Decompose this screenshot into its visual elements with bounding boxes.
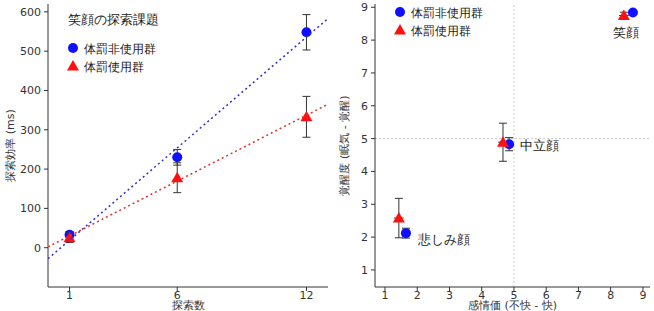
chart: 16120100200300400500600探索数探索効率 (ms)笑顔の探索… xyxy=(4,4,328,311)
y-tick xyxy=(371,40,375,41)
error-cap xyxy=(173,192,181,193)
y-tick-label: 500 xyxy=(20,45,41,58)
y-tick-label: 200 xyxy=(20,163,41,176)
y-tick-label: 600 xyxy=(20,6,41,19)
y-axis-title: 探索効率 (ms) xyxy=(4,109,17,182)
y-tick xyxy=(44,129,48,130)
y-tick xyxy=(371,237,375,238)
legend: 体罰非使用群体罰使用群 xyxy=(394,6,483,38)
x-tick-label: 7 xyxy=(575,289,582,302)
legend-label: 体罰非使用群 xyxy=(84,42,156,56)
point-label: 笑顔 xyxy=(613,25,639,40)
y-tick xyxy=(44,208,48,209)
y-tick xyxy=(44,11,48,12)
y-axis-line xyxy=(375,4,376,287)
data-point xyxy=(64,232,76,243)
plot-area xyxy=(48,15,328,259)
y-error-bar xyxy=(173,149,181,165)
y-tick-label: 7 xyxy=(361,67,368,80)
error-cap xyxy=(302,137,310,138)
y-tick xyxy=(44,169,48,170)
y-tick xyxy=(371,171,375,172)
y-tick xyxy=(371,269,375,270)
x-axis-title: 探索数 xyxy=(172,299,205,311)
legend-marker xyxy=(395,7,405,17)
legend: 体罰非使用群体罰使用群 xyxy=(67,42,156,74)
chart: 123456789123456789感情価 (不快 - 快)覚醒度 (眠気 - … xyxy=(338,1,650,311)
y-tick-label: 300 xyxy=(20,124,41,137)
legend-label: 体罰非使用群 xyxy=(411,6,483,20)
x-tick-label: 1 xyxy=(381,289,388,302)
x-axis-title: 感情価 (不快 - 快) xyxy=(468,299,557,311)
x-tick-label: 2 xyxy=(414,289,421,302)
y-tick xyxy=(44,247,48,248)
error-cap xyxy=(302,96,310,97)
error-cap xyxy=(173,162,181,163)
error-cap xyxy=(505,137,513,138)
legend-marker xyxy=(394,24,406,35)
data-point xyxy=(172,152,182,162)
legend-label: 体罰使用群 xyxy=(84,60,144,74)
y-tick xyxy=(371,7,375,8)
x-tick-label: 1 xyxy=(66,289,73,302)
y-tick-label: 6 xyxy=(361,100,368,113)
data-point xyxy=(628,8,638,18)
plot-area xyxy=(393,8,638,239)
y-tick-label: 9 xyxy=(361,1,368,14)
y-tick-label: 1 xyxy=(361,264,368,277)
point-label: 悲しみ顔 xyxy=(417,232,470,247)
error-cap xyxy=(395,237,403,238)
error-cap xyxy=(302,49,310,50)
x-axis-line xyxy=(375,287,650,288)
data-point xyxy=(301,27,311,37)
legend-marker xyxy=(68,43,78,53)
error-cap xyxy=(395,198,403,199)
y-tick xyxy=(371,105,375,106)
y-tick-label: 400 xyxy=(20,84,41,97)
y-tick-label: 2 xyxy=(361,231,368,244)
x-tick-label: 9 xyxy=(639,289,646,302)
chart-title: 笑顔の探索課題 xyxy=(68,12,159,27)
y-error-bar xyxy=(402,228,410,238)
y-tick xyxy=(371,72,375,73)
error-cap xyxy=(505,150,513,151)
legend-marker xyxy=(67,60,79,71)
y-axis-title: 覚醒度 (眠気 - 覚醒) xyxy=(338,95,351,195)
error-cap xyxy=(499,123,507,124)
x-tick-label: 12 xyxy=(299,289,313,302)
trend-line xyxy=(48,19,328,259)
y-tick-label: 8 xyxy=(361,34,368,47)
y-tick xyxy=(371,204,375,205)
data-point xyxy=(618,9,630,20)
y-tick-label: 5 xyxy=(361,133,368,146)
y-error-bar xyxy=(302,15,310,50)
data-point xyxy=(401,228,411,238)
reference-line xyxy=(375,138,650,139)
x-axis-line xyxy=(48,287,328,288)
y-tick-label: 4 xyxy=(361,165,368,178)
data-point xyxy=(393,212,405,223)
y-tick-label: 0 xyxy=(34,242,41,255)
error-cap xyxy=(302,14,310,15)
trend-line xyxy=(48,104,328,247)
data-point xyxy=(497,136,509,147)
error-cap xyxy=(499,161,507,162)
x-tick-label: 8 xyxy=(607,289,614,302)
x-tick-label: 3 xyxy=(446,289,453,302)
figure: 16120100200300400500600探索数探索効率 (ms)笑顔の探索… xyxy=(0,0,654,311)
y-tick-label: 3 xyxy=(361,198,368,211)
y-tick xyxy=(371,138,375,139)
y-tick xyxy=(44,51,48,52)
y-axis-line xyxy=(48,4,49,287)
legend-label: 体罰使用群 xyxy=(411,24,471,38)
y-tick xyxy=(44,90,48,91)
y-tick-label: 100 xyxy=(20,202,41,215)
point-label: 中立顔 xyxy=(520,138,559,153)
